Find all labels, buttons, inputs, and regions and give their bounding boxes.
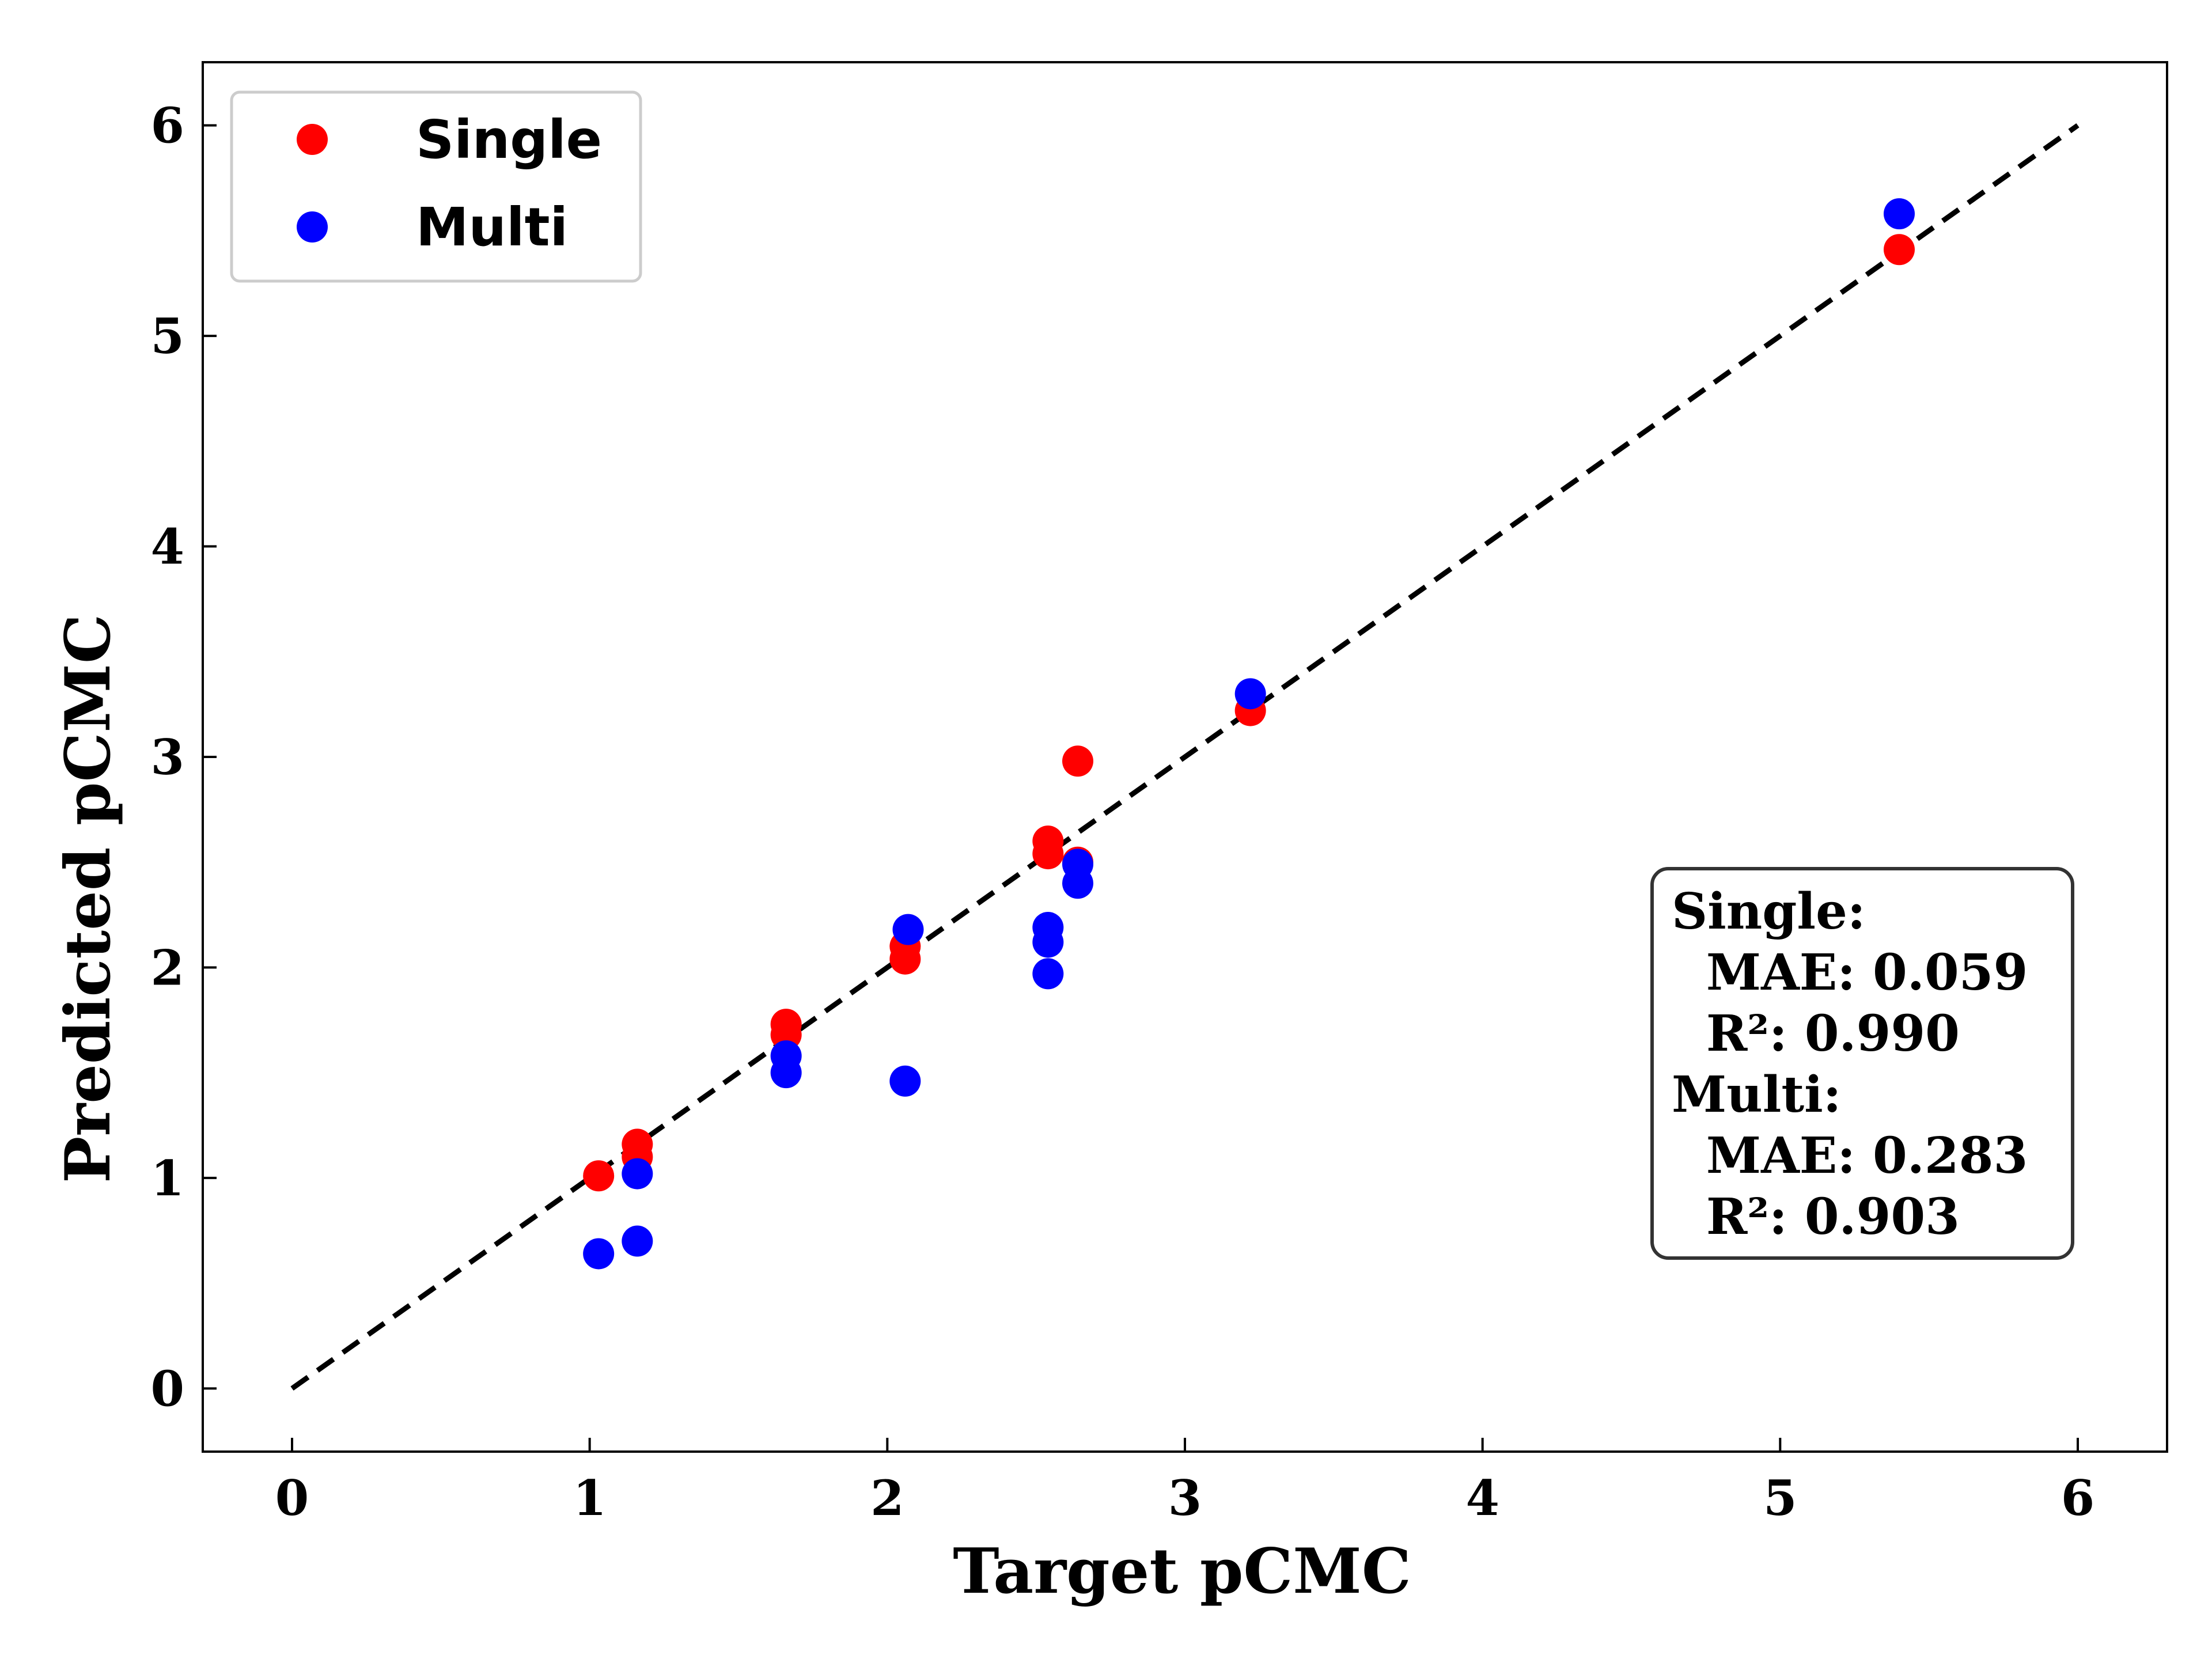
x-axis-label: Target pCMC xyxy=(953,1535,1411,1608)
axis-labels-layer: Target pCMC Predicted pCMC xyxy=(52,614,1411,1608)
legend-box xyxy=(230,90,642,283)
stats-line: MAE: 0.283 xyxy=(1672,1127,2028,1185)
data-point-multi xyxy=(770,1040,802,1071)
x-tick-label: 1 xyxy=(573,1469,606,1527)
points-layer xyxy=(583,198,1915,1270)
x-tick-label: 0 xyxy=(275,1469,309,1527)
stats-line: Multi: xyxy=(1672,1066,1842,1124)
stats-line: R²: 0.903 xyxy=(1672,1188,1960,1246)
stats-line: R²: 0.990 xyxy=(1672,1005,1960,1063)
stats-box xyxy=(1650,867,2074,1260)
data-point-single xyxy=(1032,825,1064,857)
stats-line: MAE: 0.059 xyxy=(1672,944,2028,1002)
axes-layer: 0 1 2 3 4 5 6 0 1 2 3 4 5 6 xyxy=(151,61,2168,1527)
data-point-multi xyxy=(1032,912,1064,944)
y-axis-label: Predicted pCMC xyxy=(52,614,124,1183)
data-point-multi xyxy=(1032,958,1064,990)
x-tick-label: 5 xyxy=(1763,1469,1797,1527)
x-tick-label: 4 xyxy=(1465,1469,1499,1527)
reference-line-layer xyxy=(290,123,2080,1391)
data-point-single xyxy=(770,1009,802,1040)
data-point-multi xyxy=(892,914,924,945)
data-point-multi xyxy=(1884,198,1915,230)
data-point-multi xyxy=(1234,678,1266,710)
data-point-single xyxy=(1884,234,1915,266)
legend-marker-single xyxy=(297,124,328,155)
y-tick-label: 0 xyxy=(151,1360,184,1417)
stats-line: Single: xyxy=(1672,882,1866,941)
series-multi xyxy=(583,198,1915,1270)
data-point-single xyxy=(583,1160,615,1192)
data-point-multi xyxy=(622,1225,653,1257)
y-tick-label: 4 xyxy=(151,518,184,575)
data-point-multi xyxy=(583,1238,615,1270)
legend-label-single: Single xyxy=(416,109,602,171)
data-point-multi xyxy=(1062,849,1093,880)
data-point-multi xyxy=(622,1158,653,1190)
data-point-multi xyxy=(889,1065,921,1097)
y-tick-label: 3 xyxy=(151,729,184,786)
y-tick-label: 2 xyxy=(151,939,184,996)
reference-line xyxy=(290,123,2080,1391)
y-tick-label: 6 xyxy=(151,97,184,154)
legend-label-multi: Multi xyxy=(416,196,568,258)
legend-marker-multi xyxy=(297,211,328,243)
legend: Single Multi xyxy=(230,90,642,283)
x-tick-label: 6 xyxy=(2061,1469,2094,1527)
data-point-single xyxy=(1062,745,1093,777)
data-point-single xyxy=(622,1128,653,1160)
x-tick-label: 2 xyxy=(870,1469,904,1527)
x-tick-label: 3 xyxy=(1168,1469,1202,1527)
y-tick-label: 1 xyxy=(151,1150,184,1207)
y-tick-label: 5 xyxy=(151,308,184,365)
